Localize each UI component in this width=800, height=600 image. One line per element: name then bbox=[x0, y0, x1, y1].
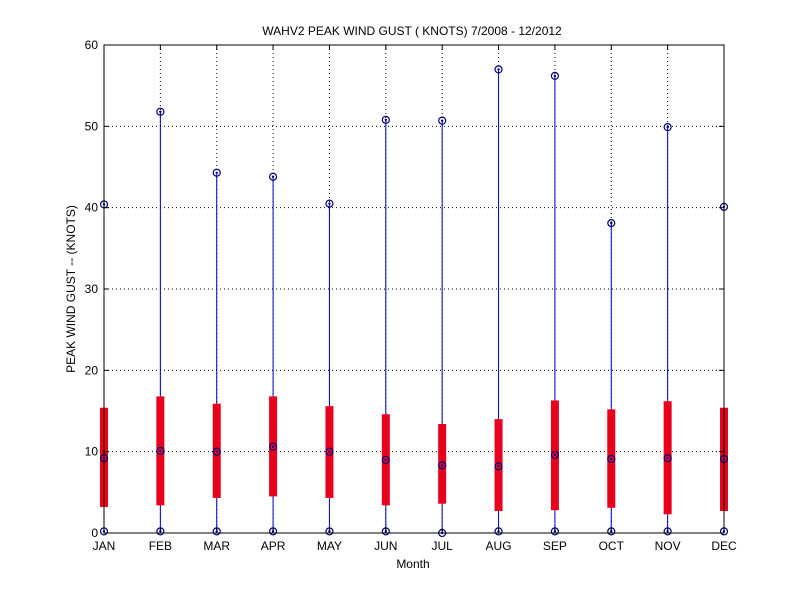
iqr-box-aug bbox=[494, 419, 503, 512]
median-marker-may bbox=[325, 447, 334, 456]
min-marker-sep bbox=[550, 527, 560, 536]
min-marker-nov bbox=[663, 527, 672, 536]
median-marker-dot-oct bbox=[610, 457, 613, 461]
y-tick-label: 20 bbox=[85, 363, 99, 377]
y-tick-label: 60 bbox=[85, 38, 99, 52]
max-marker-may bbox=[325, 199, 334, 208]
median-marker-jul bbox=[438, 461, 447, 470]
x-tick-label: NOV bbox=[655, 539, 681, 553]
max-marker-feb bbox=[156, 107, 165, 116]
min-marker-jun bbox=[381, 527, 390, 536]
max-marker-dot-may bbox=[328, 202, 331, 205]
median-marker-dot-feb bbox=[159, 449, 162, 453]
median-marker-oct bbox=[607, 454, 616, 464]
x-tick-label: SEP bbox=[543, 539, 567, 553]
x-tick-label: JAN bbox=[93, 539, 116, 553]
median-marker-dot-apr bbox=[271, 445, 275, 448]
x-tick-label: AUG bbox=[486, 539, 512, 553]
x-tick-label: MAY bbox=[317, 539, 342, 553]
x-tick-label: APR bbox=[261, 539, 286, 553]
y-tick-label: 30 bbox=[85, 282, 99, 296]
plot-marks bbox=[99, 65, 729, 538]
chart-title: WAHV2 PEAK WIND GUST ( KNOTS) 7/2008 - 1… bbox=[262, 24, 562, 38]
x-tick-label: MAR bbox=[203, 539, 230, 553]
x-tick-label: FEB bbox=[149, 539, 172, 553]
max-marker-nov bbox=[663, 123, 672, 132]
median-marker-dot-nov bbox=[666, 456, 669, 460]
x-tick-label: OCT bbox=[599, 539, 625, 553]
median-marker-nov bbox=[663, 454, 672, 463]
x-tick-label: JUL bbox=[432, 539, 454, 553]
max-marker-mar bbox=[212, 168, 221, 177]
y-tick-label: 0 bbox=[91, 526, 98, 540]
y-tick-label: 50 bbox=[85, 119, 99, 133]
grid-lines bbox=[104, 45, 724, 533]
median-marker-feb bbox=[156, 446, 165, 455]
median-marker-jun bbox=[381, 455, 390, 464]
min-marker-feb bbox=[156, 527, 165, 536]
max-marker-apr bbox=[268, 172, 278, 181]
max-marker-dot-jun bbox=[384, 118, 388, 122]
min-marker-mar bbox=[212, 527, 221, 536]
x-axis-label: Month bbox=[396, 557, 429, 571]
median-marker-dot-aug bbox=[497, 465, 500, 468]
max-marker-dot-jul bbox=[440, 119, 444, 122]
max-marker-oct bbox=[607, 219, 616, 228]
max-marker-aug bbox=[494, 65, 503, 74]
min-marker-aug bbox=[494, 527, 503, 536]
max-marker-dot-mar bbox=[215, 171, 218, 174]
median-marker-apr bbox=[268, 442, 278, 451]
median-marker-dot-mar bbox=[215, 450, 218, 453]
max-marker-dot-oct bbox=[610, 221, 613, 225]
median-marker-aug bbox=[494, 462, 503, 471]
min-marker-oct bbox=[607, 527, 616, 536]
max-marker-dot-apr bbox=[271, 175, 275, 178]
y-tick-label: 10 bbox=[85, 445, 99, 459]
max-marker-dot-nov bbox=[666, 125, 669, 129]
max-marker-jul bbox=[438, 116, 447, 125]
median-marker-dot-jun bbox=[384, 458, 388, 461]
max-marker-dot-sep bbox=[553, 74, 557, 78]
iqr-box-jul bbox=[438, 424, 447, 504]
x-tick-label: JUN bbox=[374, 539, 397, 553]
median-marker-mar bbox=[212, 447, 221, 456]
median-marker-dot-may bbox=[328, 450, 331, 453]
max-marker-jun bbox=[381, 115, 390, 124]
median-marker-sep bbox=[550, 450, 560, 460]
y-tick-label: 40 bbox=[85, 201, 99, 215]
median-marker-dot-jul bbox=[440, 464, 444, 467]
x-tick-label: DEC bbox=[711, 539, 737, 553]
max-marker-dot-feb bbox=[159, 110, 162, 113]
min-marker-apr bbox=[268, 527, 278, 536]
y-axis-label: PEAK WIND GUST -- (KNOTS) bbox=[64, 205, 78, 373]
median-marker-dot-sep bbox=[553, 453, 557, 457]
max-marker-dot-aug bbox=[497, 68, 500, 71]
axis-ticks: 0 10 20 30 40 50 60 JAN FEB MAR APR MAY JUN JUL AUG SEP… bbox=[85, 38, 737, 553]
max-marker-sep bbox=[550, 71, 560, 81]
min-marker-may bbox=[325, 527, 334, 536]
